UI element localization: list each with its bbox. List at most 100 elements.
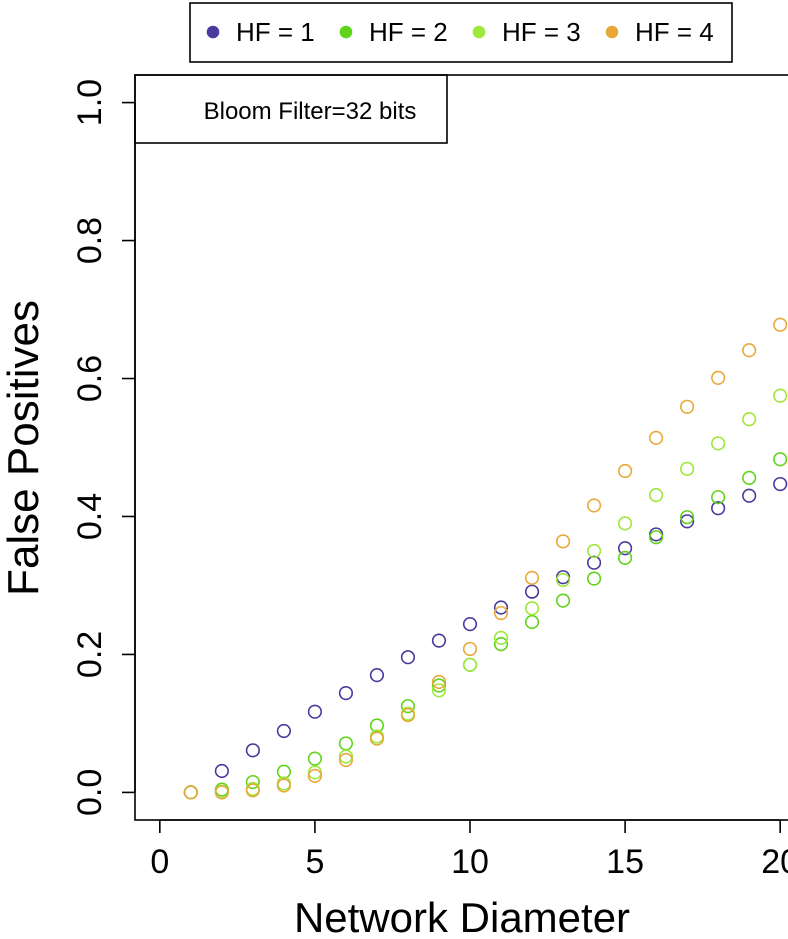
data-point xyxy=(493,636,509,652)
data-point xyxy=(369,731,385,746)
legend-marker xyxy=(605,25,619,39)
data-point xyxy=(431,674,447,690)
data-point xyxy=(338,685,354,701)
data-point xyxy=(617,463,633,479)
legend: HF = 1 HF = 2 HF = 3 HF = 4 xyxy=(189,2,733,63)
data-point xyxy=(400,699,416,714)
data-point xyxy=(555,572,571,588)
data-point xyxy=(617,541,633,556)
data-point xyxy=(711,490,726,505)
series-1 xyxy=(183,476,788,800)
data-point xyxy=(245,743,260,758)
data-point xyxy=(400,650,416,665)
x-tick-label: 5 xyxy=(305,843,324,881)
data-point xyxy=(773,452,788,467)
legend-marker xyxy=(472,25,486,39)
y-tick-label: 0.6 xyxy=(71,355,109,402)
data-point xyxy=(680,399,695,414)
x-tick-label: 0 xyxy=(150,843,169,881)
data-point xyxy=(742,488,757,503)
data-point xyxy=(276,723,291,739)
data-point xyxy=(245,774,260,790)
data-point xyxy=(214,785,229,800)
annotation-text: Bloom Filter=32 bits xyxy=(204,98,417,125)
data-point xyxy=(773,476,788,492)
legend-box xyxy=(189,2,733,63)
legend-label: HF = 1 xyxy=(236,17,315,47)
y-tick-label: 0.8 xyxy=(71,217,109,264)
data-point xyxy=(711,370,726,385)
data-point xyxy=(307,765,323,780)
legend-label: HF = 4 xyxy=(635,17,714,47)
data-point xyxy=(462,616,478,632)
data-point xyxy=(493,630,509,645)
data-point xyxy=(617,550,633,565)
annotation: Bloom Filter=32 bits xyxy=(134,74,448,144)
series-4 xyxy=(183,317,788,800)
data-point xyxy=(214,763,229,779)
x-axis: 0 5 10 15 20 xyxy=(150,819,788,881)
data-point xyxy=(338,749,354,764)
y-tick-label: 0.2 xyxy=(71,631,109,678)
data-point xyxy=(245,783,260,798)
data-point xyxy=(555,593,571,608)
data-point xyxy=(493,600,509,615)
data-point xyxy=(586,555,602,570)
data-point xyxy=(462,641,478,657)
x-tick-label: 15 xyxy=(606,843,644,881)
data-point xyxy=(680,514,695,529)
data-point xyxy=(400,708,416,723)
data-point xyxy=(338,736,354,751)
data-point xyxy=(431,678,447,693)
plot-frame xyxy=(134,74,788,821)
data-point xyxy=(742,343,757,358)
data-point xyxy=(369,668,385,683)
x-axis-label: Network Diameter xyxy=(294,894,630,939)
data-point xyxy=(742,412,757,427)
data-point xyxy=(431,683,447,698)
data-point xyxy=(586,543,602,559)
data-point xyxy=(773,388,788,403)
x-tick-label: 20 xyxy=(761,843,788,881)
y-tick-label: 1.0 xyxy=(71,79,109,126)
data-point xyxy=(307,751,323,766)
data-points xyxy=(183,317,788,800)
data-point xyxy=(711,501,726,516)
data-point xyxy=(617,516,633,531)
data-point xyxy=(276,778,291,793)
data-point xyxy=(649,530,664,545)
data-point xyxy=(524,570,540,585)
data-point xyxy=(711,436,726,451)
data-point xyxy=(555,570,571,585)
data-point xyxy=(555,534,571,549)
data-point xyxy=(649,487,664,503)
data-point xyxy=(307,768,323,783)
legend-entry: HF = 4 xyxy=(605,17,714,47)
data-point xyxy=(307,704,323,719)
data-point xyxy=(680,461,695,476)
data-point xyxy=(773,317,788,332)
series-2 xyxy=(183,452,788,800)
legend-marker xyxy=(339,25,353,39)
data-point xyxy=(680,510,695,525)
legend-entry: HF = 2 xyxy=(339,17,448,47)
data-point xyxy=(649,430,664,445)
data-point xyxy=(586,571,602,586)
data-point xyxy=(276,764,291,779)
legend-marker xyxy=(206,25,220,39)
y-tick-label: 0.0 xyxy=(71,769,109,816)
legend-entry: HF = 3 xyxy=(472,17,581,47)
data-point xyxy=(493,605,509,621)
legend-label: HF = 3 xyxy=(502,17,581,47)
data-point xyxy=(462,657,478,672)
data-point xyxy=(524,614,540,630)
series-3 xyxy=(183,388,788,800)
legend-entry: HF = 1 xyxy=(206,17,315,47)
data-point xyxy=(183,785,198,800)
legend-label: HF = 2 xyxy=(369,17,448,47)
data-point xyxy=(649,527,664,542)
data-point xyxy=(524,584,540,599)
data-point xyxy=(742,470,757,485)
y-axis-label: False Positives xyxy=(0,300,48,596)
data-point xyxy=(524,601,540,616)
